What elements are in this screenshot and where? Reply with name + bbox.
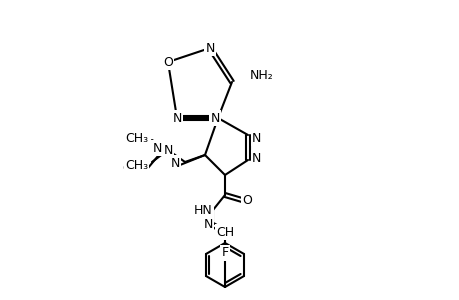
Text: N: N: [152, 142, 161, 154]
Text: CH₃: CH₃: [122, 161, 145, 175]
Text: CH₃: CH₃: [124, 131, 148, 145]
Text: N: N: [170, 157, 179, 169]
Text: O: O: [162, 56, 173, 68]
Text: N: N: [252, 131, 261, 145]
Text: N: N: [203, 218, 213, 232]
Text: N: N: [210, 112, 219, 124]
Text: N: N: [172, 112, 181, 124]
Text: HN: HN: [194, 203, 213, 217]
Text: CH₃: CH₃: [124, 158, 148, 172]
Text: CH: CH: [215, 226, 234, 238]
Text: N: N: [163, 143, 172, 157]
Text: NH₂: NH₂: [249, 68, 273, 82]
Text: F: F: [221, 247, 228, 260]
Text: O: O: [241, 194, 252, 206]
Text: N: N: [252, 152, 261, 164]
Text: N: N: [205, 41, 214, 55]
